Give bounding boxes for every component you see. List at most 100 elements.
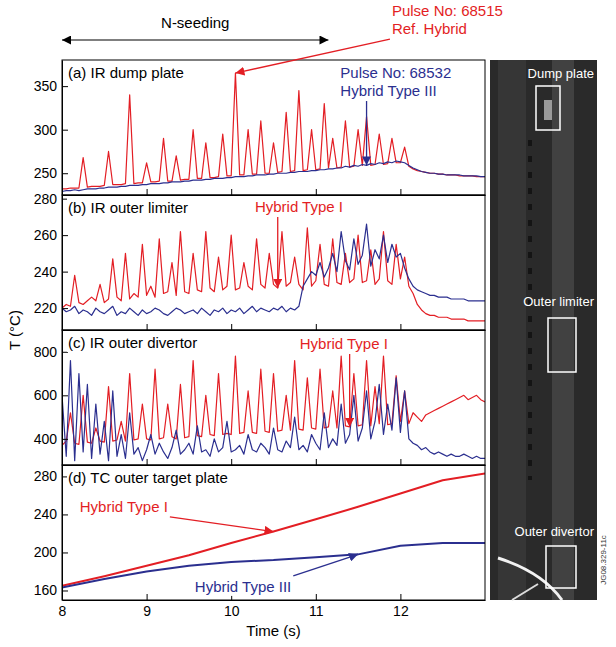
plot-lines <box>62 73 485 191</box>
panel: 250 300 350(a) IR dump plate Pulse No: 6851… <box>34 1 504 195</box>
annotation-line: Hybrid Type III <box>195 578 291 595</box>
y-axis: 400 600 800 <box>34 331 68 466</box>
annotation: Hybrid Type I <box>299 334 389 427</box>
tick-mark <box>400 189 401 195</box>
plot-lines <box>62 356 485 461</box>
span-label: N-seeding <box>161 14 229 31</box>
tick-mark <box>62 173 68 174</box>
image-structure <box>512 584 538 600</box>
y-axis-title: T (°C) <box>6 310 23 350</box>
tick-mark <box>400 324 401 330</box>
tick-mark <box>231 189 232 195</box>
panel-title-group: (c) IR outer divertor <box>67 333 198 352</box>
plot-frame <box>62 195 485 330</box>
panel-title: (a) IR dump plate <box>68 64 184 81</box>
x-axis: 89101112 <box>59 594 486 619</box>
tick <box>400 189 401 195</box>
annotation-text: Hybrid Type I <box>80 498 168 515</box>
tick-label: 240 <box>34 264 58 280</box>
tick-label: 300 <box>34 122 58 138</box>
tick-label: 11 <box>309 603 324 619</box>
image-structure <box>498 60 526 600</box>
annotation-arrow <box>349 354 350 427</box>
tick: 9 <box>143 594 151 619</box>
tick-mark <box>400 459 401 465</box>
tick: 200 <box>34 544 68 560</box>
tick: 12 <box>393 594 409 619</box>
y-axis: 160200240280 <box>34 466 68 601</box>
tick-mark <box>231 324 232 330</box>
image-structure <box>528 140 532 480</box>
tick-mark <box>316 189 317 195</box>
annotation-patch <box>194 577 292 596</box>
tick <box>62 324 63 330</box>
tick: 8 <box>59 594 67 619</box>
annotation-line: Hybrid Type III <box>340 82 436 99</box>
panel-title: (d) TC outer target plate <box>68 469 228 486</box>
series-line <box>62 224 485 315</box>
panel-title-group: (d) TC outer target plate <box>67 468 229 487</box>
tick: 280 <box>34 191 68 207</box>
tick-mark <box>316 459 317 465</box>
tick-mark <box>62 272 68 273</box>
panel-title-group: (b) IR outer limiter <box>67 198 189 217</box>
tick <box>316 459 317 465</box>
x-axis-title: Time (s) <box>246 622 300 639</box>
annotation-text: Hybrid Type I <box>255 198 343 215</box>
tick-mark <box>62 86 68 87</box>
tick-label: 600 <box>34 387 58 403</box>
tick-mark <box>231 459 232 465</box>
tick-mark <box>62 189 63 195</box>
annotation-text: Pulse No: 68515Ref. Hybrid <box>392 2 503 37</box>
annotation-patch <box>79 497 169 516</box>
camera-image: Dump plateOuter limiterOuter divertor <box>490 60 597 600</box>
y-axis: 250 300 350 <box>34 61 68 196</box>
tick: 260 <box>34 227 68 243</box>
annotation-line: Pulse No: 68532 <box>340 64 451 81</box>
tick-label: 280 <box>34 191 58 207</box>
tick-mark <box>62 552 68 553</box>
region-label: Outer limiter <box>523 294 594 309</box>
panel: 16020024028089101112Time (s)(d) TC outer… <box>34 465 486 639</box>
series-line <box>62 474 485 586</box>
series-line <box>62 228 485 321</box>
annotation-line: Hybrid Type I <box>300 335 388 352</box>
tick <box>231 324 232 330</box>
panel: 400 600 800(c) IR outer divertor Hybrid Typ… <box>34 330 486 466</box>
axis-line <box>62 331 63 466</box>
region-label: Outer divertor <box>515 524 595 539</box>
tick-label: 240 <box>34 506 58 522</box>
y-axis: 220240260280 <box>34 191 68 331</box>
tick: 400 <box>34 431 68 447</box>
tick-mark <box>62 590 68 591</box>
annotation-patch <box>391 1 504 38</box>
plot-lines <box>62 224 485 321</box>
plot-frame <box>62 330 485 465</box>
tick-mark <box>147 324 148 330</box>
tick-label: 250 <box>34 165 58 181</box>
annotation-arrow <box>366 101 367 165</box>
tick: 800 <box>34 344 68 360</box>
region-box <box>546 546 576 588</box>
series-line <box>62 356 485 445</box>
tick-mark <box>147 594 148 600</box>
tick: 350 <box>34 78 68 94</box>
tick-mark <box>62 395 68 396</box>
tick-mark <box>62 594 63 600</box>
tick-label: 200 <box>34 544 58 560</box>
annotation-text: Hybrid Type I <box>300 335 388 352</box>
plot-frame <box>62 465 485 600</box>
title-patch <box>67 198 189 217</box>
tick <box>147 324 148 330</box>
image-structure <box>552 60 574 600</box>
tick <box>62 459 63 465</box>
tick-mark <box>62 308 68 309</box>
tick: 11 <box>309 594 324 619</box>
region-box <box>548 318 576 372</box>
tick: 280 <box>34 468 68 484</box>
tick-label: 260 <box>34 227 58 243</box>
axis-line <box>62 196 63 331</box>
tick: 300 <box>34 122 68 138</box>
tick: 240 <box>34 506 68 522</box>
panel: 220240260280(b) IR outer limiterHybrid T… <box>34 191 486 331</box>
